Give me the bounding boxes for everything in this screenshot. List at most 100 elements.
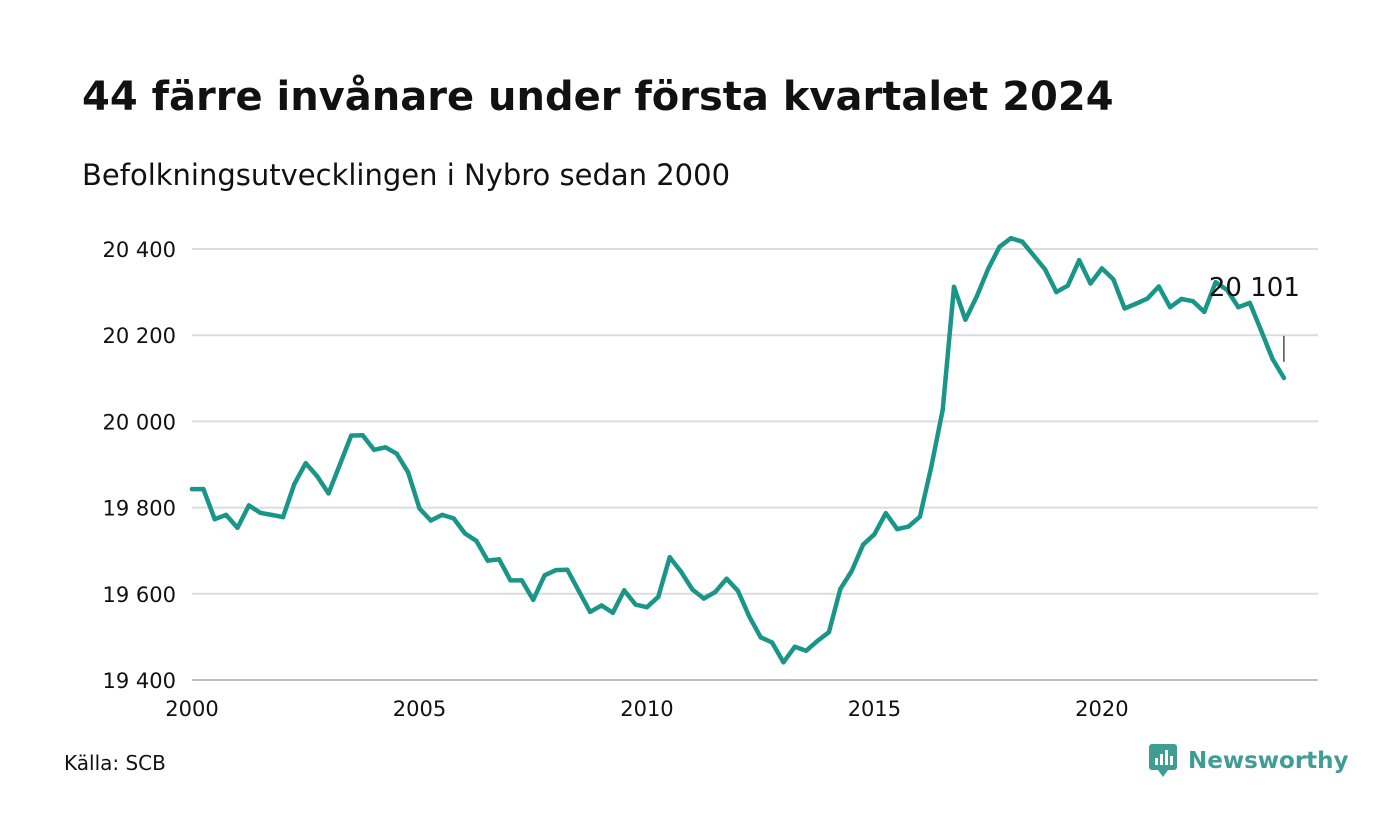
data-point — [1145, 296, 1150, 301]
y-tick-label: 19 600 — [103, 583, 176, 607]
data-points — [189, 236, 1287, 665]
data-point — [1088, 281, 1093, 286]
data-point — [1111, 276, 1116, 282]
y-tick-label: 19 800 — [103, 497, 176, 521]
data-point — [337, 462, 343, 467]
data-point — [1167, 304, 1173, 310]
data-point — [690, 587, 695, 592]
data-point — [929, 464, 934, 469]
data-point — [246, 503, 252, 508]
data-point — [553, 567, 559, 573]
data-point — [440, 512, 445, 518]
brand-logo: Newsworthy — [1148, 743, 1349, 779]
data-point — [610, 610, 616, 615]
data-point — [724, 576, 729, 581]
data-point — [838, 586, 843, 592]
data-point — [519, 578, 525, 583]
data-point — [485, 558, 490, 563]
data-point — [599, 603, 604, 608]
data-point — [1054, 289, 1059, 295]
data-point — [1076, 258, 1082, 263]
data-point — [349, 433, 354, 438]
data-point — [656, 594, 661, 600]
y-tick-label: 20 400 — [103, 238, 176, 262]
data-point — [1031, 253, 1036, 258]
last-value-annotation: 20 101 — [1209, 273, 1300, 303]
data-point — [1190, 298, 1196, 304]
x-tick-label: 2015 — [848, 697, 901, 721]
data-point — [189, 486, 195, 492]
data-point — [531, 597, 536, 603]
data-point — [792, 644, 798, 650]
data-point — [405, 470, 411, 475]
data-point — [1224, 287, 1230, 293]
data-point — [496, 557, 502, 562]
data-point — [292, 481, 297, 487]
data-point — [451, 516, 456, 521]
y-tick-label: 20 200 — [103, 324, 176, 348]
data-point — [974, 294, 979, 299]
data-point — [1065, 283, 1070, 288]
data-point — [644, 604, 650, 610]
series-line — [189, 235, 1287, 665]
data-point — [860, 542, 866, 547]
data-point — [826, 629, 832, 635]
data-point — [462, 531, 468, 536]
data-point — [701, 596, 707, 601]
data-point — [417, 506, 422, 511]
x-tick-label: 2020 — [1075, 697, 1128, 721]
data-point — [735, 588, 741, 593]
data-point — [269, 512, 274, 518]
data-point — [542, 573, 547, 578]
data-point — [201, 486, 206, 492]
data-point — [917, 514, 923, 519]
x-tick-label: 2000 — [165, 697, 218, 721]
data-point — [803, 648, 809, 653]
y-tick-label: 19 400 — [103, 669, 176, 693]
data-point — [1247, 300, 1252, 306]
data-point — [1236, 304, 1241, 310]
data-point — [474, 538, 479, 543]
data-point — [894, 526, 900, 532]
data-point — [1008, 236, 1014, 241]
data-point — [758, 635, 763, 640]
source-note: Källa: SCB — [64, 751, 166, 775]
data-point — [1179, 296, 1184, 302]
data-point — [906, 524, 911, 529]
x-tick-label: 2010 — [620, 697, 673, 721]
data-point — [1258, 328, 1264, 333]
data-point — [1020, 239, 1025, 244]
data-point — [1270, 356, 1275, 362]
data-point — [985, 266, 991, 272]
data-point — [508, 578, 513, 583]
data-point — [303, 461, 308, 466]
data-point — [678, 569, 684, 575]
data-point — [371, 447, 377, 453]
data-point — [235, 525, 240, 531]
grid-lines — [192, 248, 1318, 595]
data-point — [940, 407, 945, 412]
y-tick-label: 20 000 — [103, 410, 176, 434]
data-point — [997, 244, 1002, 250]
chart-subtitle: Befolkningsutvecklingen i Nybro sedan 20… — [82, 158, 731, 192]
data-point — [747, 614, 752, 619]
y-axis-tick-labels: 19 400 19 600 19 800 20 000 20 200 20 400 — [103, 238, 176, 693]
data-point — [587, 609, 593, 615]
data-point — [963, 317, 968, 322]
data-point — [326, 491, 331, 496]
brand-name: Newsworthy — [1188, 748, 1349, 774]
x-tick-label: 2005 — [393, 697, 446, 721]
data-point — [394, 451, 399, 456]
x-axis-tick-labels: 2000 2005 2010 2015 2020 — [165, 697, 1128, 721]
data-point — [565, 567, 570, 572]
data-point — [360, 432, 365, 438]
data-point — [1122, 306, 1127, 311]
data-point — [1133, 301, 1139, 306]
data-point — [212, 517, 217, 522]
data-point — [815, 638, 820, 643]
data-point — [576, 588, 581, 593]
data-point — [1099, 266, 1105, 271]
chart-title: 44 färre invånare under första kvartalet… — [82, 74, 1114, 120]
data-point — [1281, 375, 1287, 381]
